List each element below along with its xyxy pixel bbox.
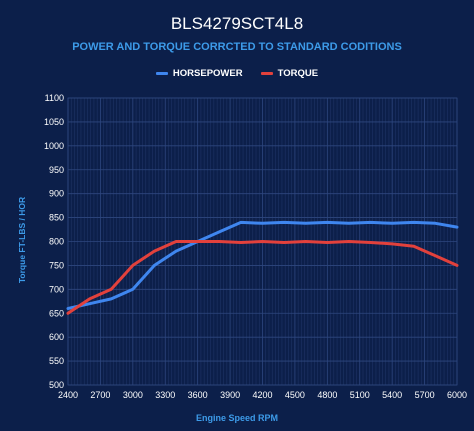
plot-border (67, 97, 458, 386)
x-tick-label: 3600 (188, 390, 208, 400)
series-line-horsepower (66, 220, 459, 310)
y-axis-label: Torque FT-LBS / HOR (17, 196, 27, 284)
legend: HORSEPOWER TORQUE (0, 68, 474, 79)
x-tick-label: 5100 (350, 390, 370, 400)
y-tick-label: 850 (49, 213, 64, 223)
x-tick-label: 6000 (447, 390, 467, 400)
legend-label-horsepower: HORSEPOWER (172, 68, 243, 79)
x-tick-label: 3000 (123, 390, 143, 400)
y-tick-label: 800 (49, 237, 64, 247)
y-tick-label: 1050 (44, 117, 64, 127)
x-tick-label: 2700 (90, 390, 110, 400)
y-tick-label: 650 (49, 308, 64, 318)
chart-title: BLS4279SCT4L8 (170, 14, 304, 33)
legend-item-horsepower[interactable]: HORSEPOWER (155, 68, 243, 79)
x-axis-label: Engine Speed RPM (195, 413, 278, 423)
x-tick-label: 4200 (252, 390, 272, 400)
x-tick-label: 5400 (382, 390, 402, 400)
series-line-torque (66, 240, 459, 315)
x-tick-label: 2400 (58, 390, 78, 400)
legend-swatch-torque (260, 72, 273, 75)
x-tick-label: 3900 (220, 390, 240, 400)
y-tick-label: 500 (49, 380, 64, 390)
legend-label-torque: TORQUE (277, 68, 319, 79)
x-tick-label: 3300 (155, 390, 175, 400)
legend-swatch-horsepower (155, 72, 168, 75)
y-tick-label: 950 (49, 165, 64, 175)
legend-item-torque[interactable]: TORQUE (260, 68, 319, 79)
y-tick-label: 1100 (45, 93, 64, 103)
y-tick-label: 550 (49, 356, 64, 366)
x-tick-label: 5700 (415, 390, 435, 400)
y-tick-label: 600 (49, 332, 64, 342)
y-tick-label: 700 (49, 284, 64, 294)
chart-subtitle: POWER AND TORQUE CORRCTED TO STANDARD CO… (72, 41, 402, 53)
x-tick-label: 4800 (317, 390, 337, 400)
y-tick-label: 900 (49, 189, 64, 199)
y-tick-label: 1000 (44, 141, 64, 151)
y-tick-label: 750 (49, 260, 64, 270)
x-tick-label: 4500 (285, 390, 305, 400)
